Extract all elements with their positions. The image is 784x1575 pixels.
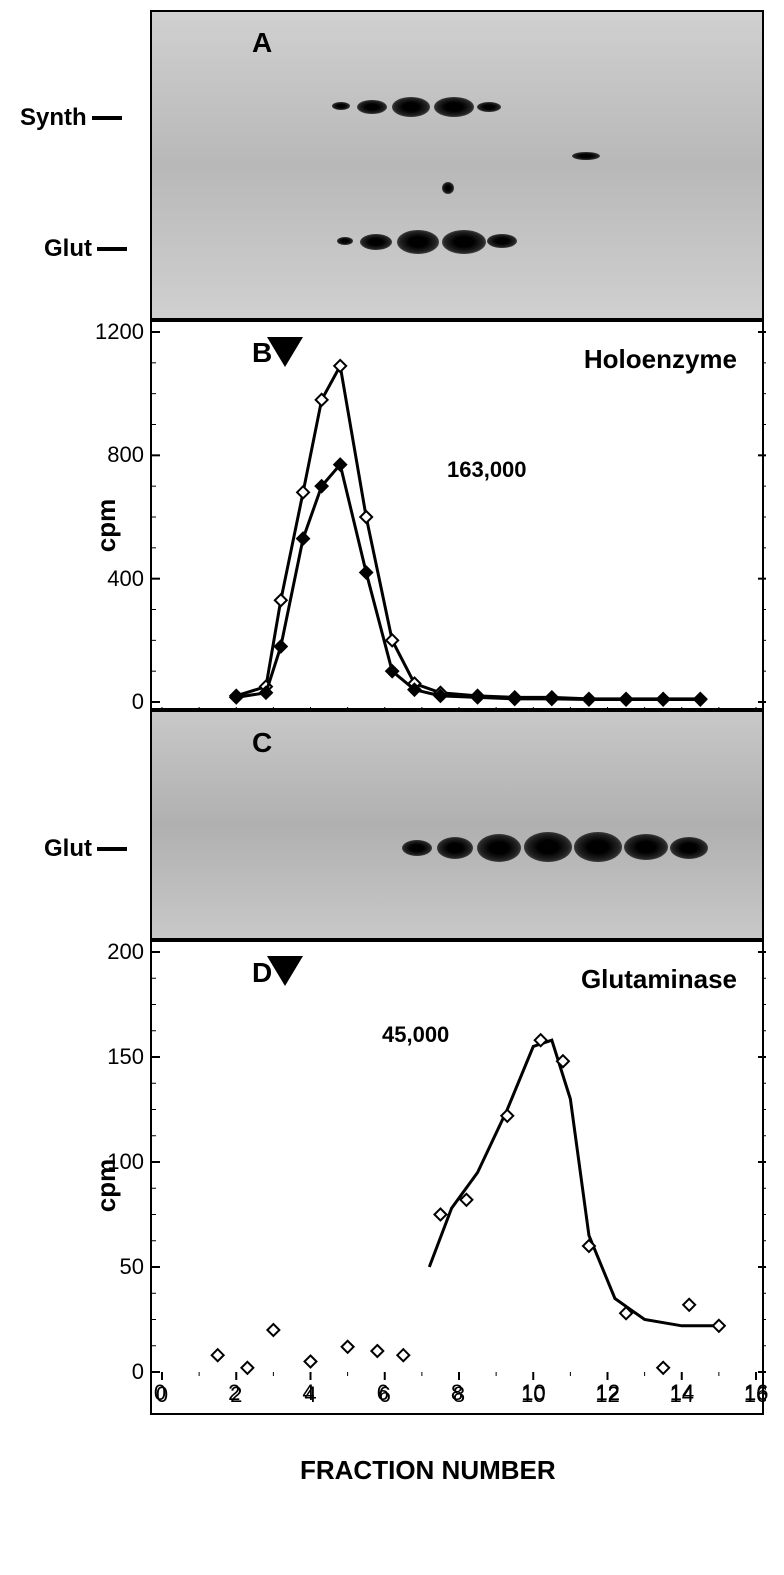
chart-b-svg: 04008001200 — [152, 322, 766, 712]
blot-band — [402, 840, 432, 856]
y-tick-label: 400 — [107, 566, 144, 592]
dash-marker — [97, 247, 127, 251]
blot-band — [524, 832, 572, 862]
blot-band — [624, 834, 668, 860]
x-tick-label: 2 — [224, 1380, 244, 1406]
blot-band — [332, 102, 350, 110]
blot-band — [392, 97, 430, 117]
blot-band — [360, 234, 392, 250]
blot-band — [397, 230, 439, 254]
x-tick-label: 16 — [744, 1380, 764, 1406]
glut-label-a: Glut — [44, 235, 127, 263]
x-tick-label: 10 — [521, 1380, 541, 1406]
y-tick-label: 200 — [107, 939, 144, 965]
x-tick-label: 6 — [373, 1380, 393, 1406]
blot-band — [670, 837, 708, 859]
blot-band — [442, 230, 486, 254]
dash-marker — [97, 847, 127, 851]
panel-a: A — [150, 10, 764, 320]
dash-marker — [92, 116, 122, 120]
panel-c: C — [150, 710, 764, 940]
y-tick-label: 1200 — [95, 319, 144, 345]
blot-band — [477, 102, 501, 112]
blot-band — [574, 832, 622, 862]
panel-d: D Glutaminase 45,000 0501001502000246810… — [150, 940, 764, 1415]
y-label-b: cpm — [91, 499, 122, 552]
figure-container: A Synth Glut B Holoenzyme 163,000 040080… — [20, 10, 764, 1565]
y-tick-label: 0 — [132, 689, 144, 715]
panel-b: B Holoenzyme 163,000 04008001200 — [150, 320, 764, 710]
y-tick-label: 0 — [132, 1359, 144, 1385]
y-tick-label: 150 — [107, 1044, 144, 1070]
blot-band — [437, 837, 473, 859]
x-tick-label: 0 — [150, 1380, 170, 1406]
x-tick-label: 4 — [299, 1380, 319, 1406]
panel-a-label: A — [252, 27, 272, 59]
y-tick-label: 800 — [107, 442, 144, 468]
synth-label: Synth — [20, 104, 122, 132]
blot-band — [357, 100, 387, 114]
glut-label-c: Glut — [44, 835, 127, 863]
blot-band — [442, 182, 454, 194]
blot-band — [337, 237, 353, 245]
chart-d-svg: 0501001502000246810121416 — [152, 942, 766, 1417]
x-tick-label: 12 — [596, 1380, 616, 1406]
y-tick-label: 50 — [120, 1254, 144, 1280]
blot-band — [572, 152, 600, 160]
x-tick-label: 8 — [447, 1380, 467, 1406]
blot-band — [477, 834, 521, 862]
blot-band — [434, 97, 474, 117]
y-tick-label: 100 — [107, 1149, 144, 1175]
panel-c-label: C — [252, 727, 272, 759]
x-label: FRACTION NUMBER — [300, 1455, 556, 1486]
blot-band — [487, 234, 517, 248]
x-tick-label: 14 — [670, 1380, 690, 1406]
